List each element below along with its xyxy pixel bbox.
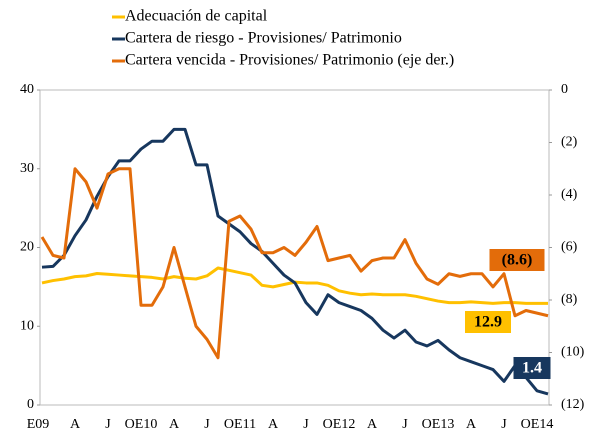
y2-tick-label: (6)	[561, 240, 578, 255]
x-tick-label: J	[303, 417, 309, 432]
y-tick-label: 10	[20, 318, 34, 333]
y2-tick-label: (12)	[561, 397, 585, 412]
series-line	[40, 167, 549, 360]
x-tick-label: A	[169, 417, 180, 432]
x-tick-label: J	[402, 417, 408, 432]
y2-tick-label: (4)	[561, 187, 578, 202]
y-tick-label: 40	[20, 82, 34, 97]
x-tick-label: OE11	[224, 417, 256, 432]
value-label-box	[513, 357, 551, 379]
x-tick-label: E09	[27, 417, 50, 432]
legend-label: Adecuación de capital	[125, 8, 268, 25]
y2-tick-label: (10)	[561, 345, 585, 360]
x-tick-label: J	[501, 417, 507, 432]
y-tick-label: 30	[20, 161, 34, 176]
y2-tick-label: 0	[561, 82, 568, 97]
series-line	[41, 127, 549, 396]
value-label-box	[465, 311, 511, 333]
x-tick-label: J	[105, 417, 111, 432]
y-tick-label: 0	[27, 397, 34, 412]
y-tick-label: 20	[20, 240, 34, 255]
x-tick-label: OE13	[422, 417, 455, 432]
x-tick-label: J	[204, 417, 210, 432]
x-tick-label: OE10	[125, 417, 158, 432]
x-tick-label: OE14	[521, 417, 554, 432]
x-tick-label: A	[70, 417, 81, 432]
value-label: 12.9	[474, 314, 502, 331]
x-tick-label: A	[367, 417, 378, 432]
x-tick-label: A	[466, 417, 477, 432]
value-label-box	[489, 249, 545, 271]
x-tick-label: A	[268, 417, 279, 432]
legend-label: Cartera vencida - Provisiones/ Patrimoni…	[125, 52, 454, 69]
value-label: 1.4	[522, 360, 542, 377]
value-label: (8.6)	[502, 252, 533, 269]
y2-tick-label: (8)	[561, 292, 578, 307]
legend-label: Cartera de riesgo - Provisiones/ Patrimo…	[125, 30, 402, 47]
x-tick-label: OE12	[323, 417, 356, 432]
y2-tick-label: (2)	[561, 135, 578, 150]
